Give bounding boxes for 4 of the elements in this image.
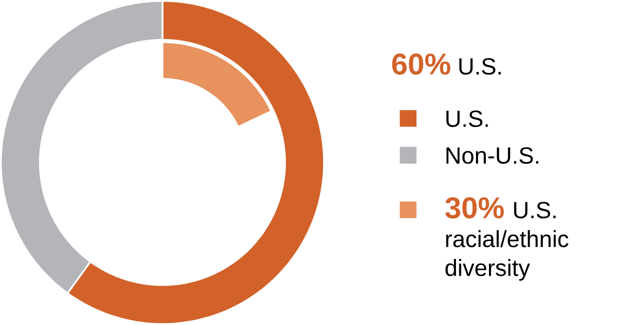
legend-label: 30% U.S. racial/ethnic diversity <box>445 197 568 281</box>
legend-label: U.S. <box>446 110 488 128</box>
legend-label: Non-U.S. <box>446 147 538 164</box>
text: 60% U.S. <box>392 54 501 75</box>
